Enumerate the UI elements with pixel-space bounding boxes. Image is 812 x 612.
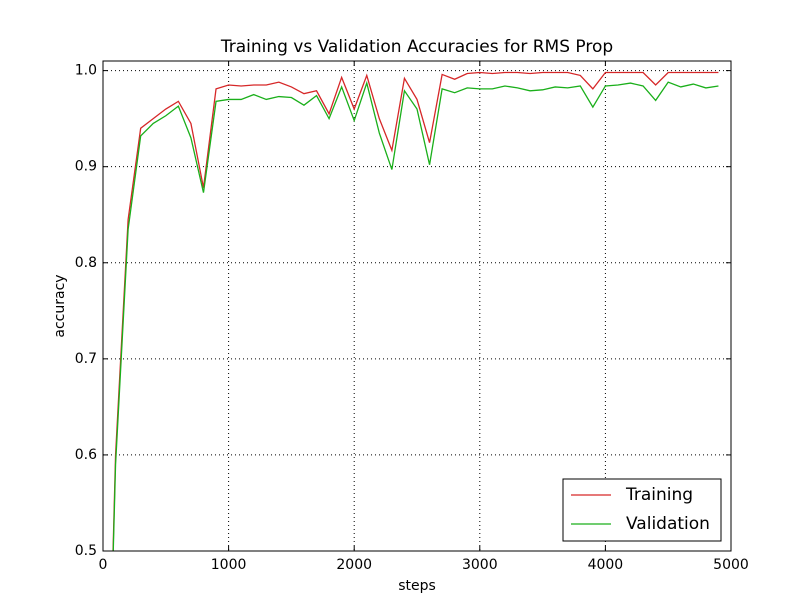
y-tick-label: 1.0 — [75, 63, 97, 79]
x-axis-label: steps — [398, 578, 436, 594]
x-tick-label: 2000 — [336, 557, 372, 573]
series-line — [112, 71, 719, 551]
legend-box — [562, 478, 722, 542]
x-tick-label: 3000 — [462, 557, 498, 573]
x-tick-label: 5000 — [713, 557, 749, 573]
legend-label: Validation — [626, 514, 710, 534]
y-tick-label: 0.7 — [75, 351, 97, 367]
x-tick-label: 4000 — [588, 557, 624, 573]
x-tick-label: 0 — [99, 557, 108, 573]
plot-area — [112, 71, 719, 551]
y-tick-label: 0.8 — [75, 255, 97, 271]
plot-frame — [102, 60, 732, 552]
series-line — [112, 80, 719, 551]
y-tick-label: 0.6 — [75, 447, 97, 463]
chart-title: Training vs Validation Accuracies for RM… — [220, 37, 613, 57]
y-tick-label: 0.9 — [75, 159, 97, 175]
y-axis-label: accuracy — [52, 274, 68, 337]
y-tick-label: 0.5 — [75, 543, 97, 559]
x-tick-label: 1000 — [211, 557, 247, 573]
legend-label: Training — [625, 485, 693, 505]
